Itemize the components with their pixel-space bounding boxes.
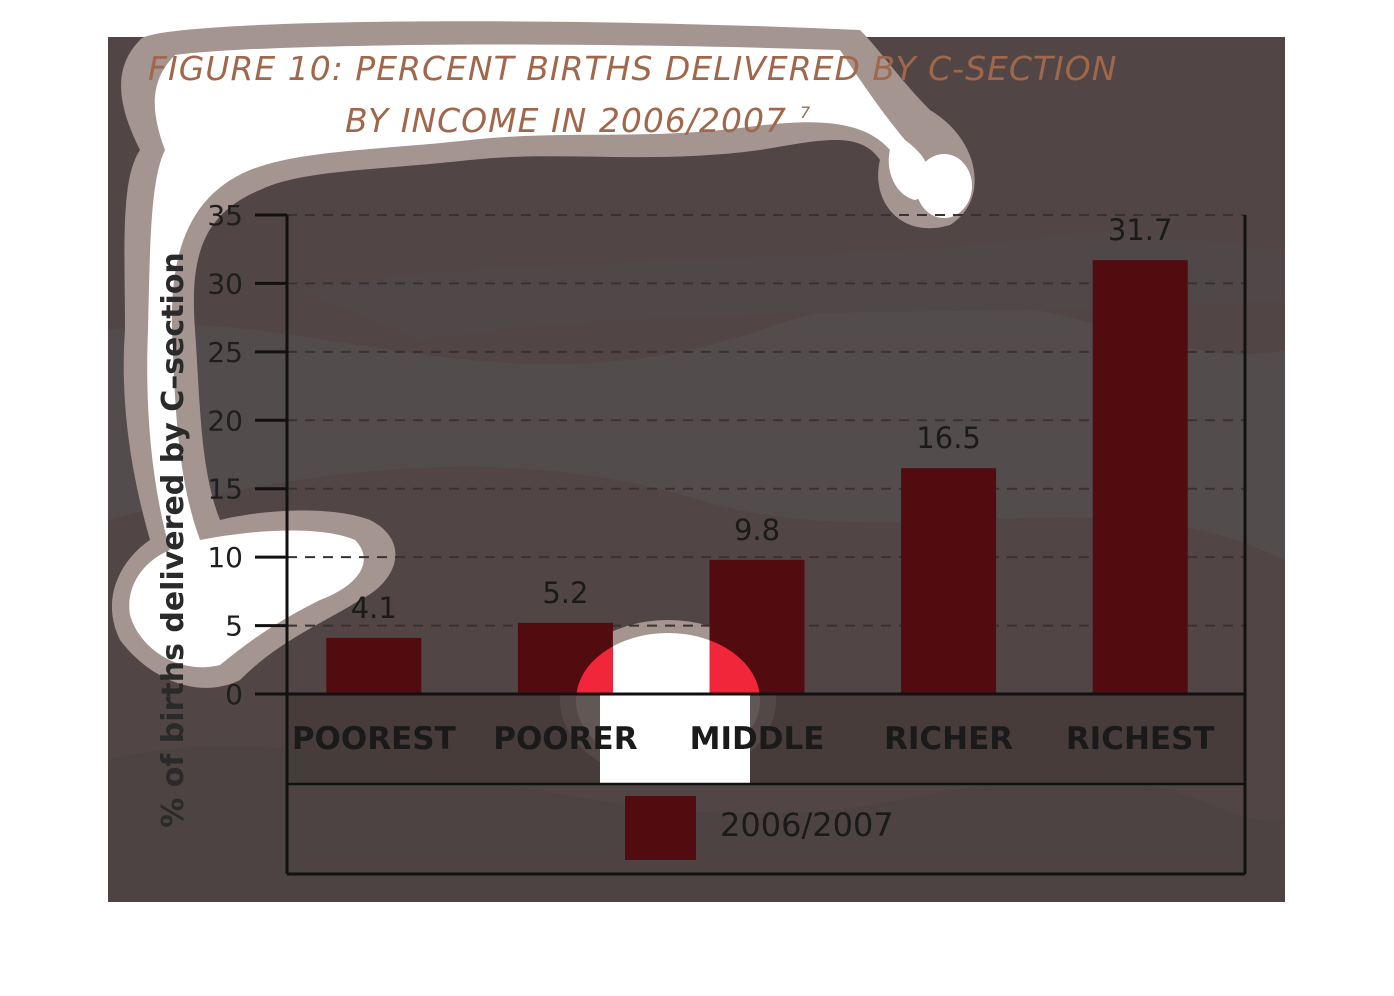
bar-richest xyxy=(1092,260,1188,694)
value-label-middle: 9.8 xyxy=(734,513,780,547)
y-axis-label: % of births delivered by C–section xyxy=(156,252,191,828)
bar-poorest xyxy=(326,637,422,694)
legend-label-2006-2007: 2006/2007 xyxy=(720,806,894,844)
legend: 2006/2007 xyxy=(625,796,894,860)
value-labels-layer: 4.1 5.2 9.8 16.5 31.7 xyxy=(351,213,1173,625)
value-label-poorest: 4.1 xyxy=(351,591,397,625)
legend-swatch-2006-2007 xyxy=(625,796,696,860)
value-label-richer: 16.5 xyxy=(916,421,981,455)
y-tick-label-15: 15 xyxy=(207,473,243,506)
gridlines xyxy=(287,214,1245,627)
chart-title-line1: FIGURE 10: PERCENT BIRTHS DELIVERED BY C… xyxy=(148,49,1117,88)
chart-title-line2: BY INCOME IN 2006/2007 xyxy=(345,101,787,140)
y-tick-label-10: 10 xyxy=(207,541,243,574)
category-label-poorer: POORER xyxy=(493,721,637,757)
category-label-richer: RICHER xyxy=(884,721,1013,757)
bars-layer xyxy=(326,260,1188,694)
bar-richer xyxy=(901,468,997,694)
value-label-poorer: 5.2 xyxy=(542,576,588,610)
category-band xyxy=(287,694,1245,784)
y-tick-label-20: 20 xyxy=(207,404,243,437)
y-tick-label-30: 30 xyxy=(207,267,243,300)
chart-title-superscript: 7 xyxy=(800,103,811,122)
category-label-poorest: POOREST xyxy=(292,721,456,757)
category-labels-layer: POOREST POORER MIDDLE RICHER RICHEST xyxy=(292,721,1215,757)
y-tick-label-0: 0 xyxy=(225,678,243,711)
y-tick-label-5: 5 xyxy=(225,610,243,643)
y-tick-label-35: 35 xyxy=(207,199,243,232)
category-label-richest: RICHEST xyxy=(1066,721,1215,757)
category-band-highlight xyxy=(600,694,750,784)
category-label-middle: MIDDLE xyxy=(690,721,825,757)
value-label-richest: 31.7 xyxy=(1108,213,1173,247)
y-tick-label-25: 25 xyxy=(207,336,243,369)
y-axis: 0 5 10 15 20 25 30 35 xyxy=(207,199,287,711)
